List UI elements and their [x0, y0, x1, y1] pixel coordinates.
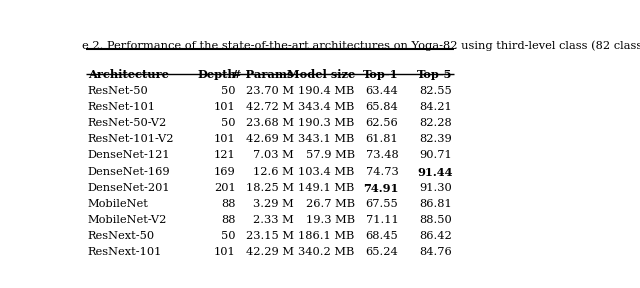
- Text: 23.68 M: 23.68 M: [246, 118, 294, 128]
- Text: 65.84: 65.84: [365, 102, 399, 112]
- Text: DenseNet-121: DenseNet-121: [88, 150, 171, 160]
- Text: DenseNet-169: DenseNet-169: [88, 166, 171, 177]
- Text: ResNext-101: ResNext-101: [88, 247, 163, 257]
- Text: 101: 101: [214, 247, 236, 257]
- Text: 101: 101: [214, 134, 236, 144]
- Text: 190.3 MB: 190.3 MB: [298, 118, 355, 128]
- Text: 86.81: 86.81: [420, 199, 452, 209]
- Text: 23.15 M: 23.15 M: [246, 231, 294, 241]
- Text: 201: 201: [214, 183, 236, 193]
- Text: 19.3 MB: 19.3 MB: [306, 215, 355, 225]
- Text: 343.4 MB: 343.4 MB: [298, 102, 355, 112]
- Text: ResNet-101: ResNet-101: [88, 102, 156, 112]
- Text: 121: 121: [214, 150, 236, 160]
- Text: 88: 88: [221, 199, 236, 209]
- Text: Top-5: Top-5: [417, 69, 452, 80]
- Text: 190.4 MB: 190.4 MB: [298, 86, 355, 96]
- Text: 50: 50: [221, 86, 236, 96]
- Text: 88.50: 88.50: [420, 215, 452, 225]
- Text: 82.28: 82.28: [420, 118, 452, 128]
- Text: 88: 88: [221, 215, 236, 225]
- Text: 61.81: 61.81: [365, 134, 399, 144]
- Text: Architecture: Architecture: [88, 69, 169, 80]
- Text: Depth: Depth: [197, 69, 236, 80]
- Text: 2.33 M: 2.33 M: [253, 215, 294, 225]
- Text: 73.48: 73.48: [365, 150, 399, 160]
- Text: 63.44: 63.44: [365, 86, 399, 96]
- Text: 169: 169: [214, 166, 236, 177]
- Text: 26.7 MB: 26.7 MB: [306, 199, 355, 209]
- Text: 90.71: 90.71: [420, 150, 452, 160]
- Text: MobileNet-V2: MobileNet-V2: [88, 215, 167, 225]
- Text: 91.30: 91.30: [420, 183, 452, 193]
- Text: 82.39: 82.39: [420, 134, 452, 144]
- Text: 101: 101: [214, 102, 236, 112]
- Text: DenseNet-201: DenseNet-201: [88, 183, 171, 193]
- Text: 67.55: 67.55: [365, 199, 399, 209]
- Text: Model size: Model size: [287, 69, 355, 80]
- Text: 149.1 MB: 149.1 MB: [298, 183, 355, 193]
- Text: 7.03 M: 7.03 M: [253, 150, 294, 160]
- Text: 62.56: 62.56: [365, 118, 399, 128]
- Text: 42.69 M: 42.69 M: [246, 134, 294, 144]
- Text: e 2. Performance of the state-of-the-art architectures on Yoga-82 using third-le: e 2. Performance of the state-of-the-art…: [83, 40, 640, 51]
- Text: 84.21: 84.21: [420, 102, 452, 112]
- Text: # Params: # Params: [232, 69, 294, 80]
- Text: ResNet-101-V2: ResNet-101-V2: [88, 134, 175, 144]
- Text: 343.1 MB: 343.1 MB: [298, 134, 355, 144]
- Text: 71.11: 71.11: [365, 215, 399, 225]
- Text: ResNext-50: ResNext-50: [88, 231, 155, 241]
- Text: 68.45: 68.45: [365, 231, 399, 241]
- Text: 340.2 MB: 340.2 MB: [298, 247, 355, 257]
- Text: 86.42: 86.42: [420, 231, 452, 241]
- Text: ResNet-50: ResNet-50: [88, 86, 148, 96]
- Text: Top-1: Top-1: [363, 69, 399, 80]
- Text: 42.72 M: 42.72 M: [246, 102, 294, 112]
- Text: 42.29 M: 42.29 M: [246, 247, 294, 257]
- Text: MobileNet: MobileNet: [88, 199, 149, 209]
- Text: ResNet-50-V2: ResNet-50-V2: [88, 118, 167, 128]
- Text: 74.73: 74.73: [365, 166, 399, 177]
- Text: 74.91: 74.91: [363, 183, 399, 194]
- Text: 12.6 M: 12.6 M: [253, 166, 294, 177]
- Text: 50: 50: [221, 231, 236, 241]
- Text: 23.70 M: 23.70 M: [246, 86, 294, 96]
- Text: 65.24: 65.24: [365, 247, 399, 257]
- Text: 18.25 M: 18.25 M: [246, 183, 294, 193]
- Text: 103.4 MB: 103.4 MB: [298, 166, 355, 177]
- Text: 50: 50: [221, 118, 236, 128]
- Text: 57.9 MB: 57.9 MB: [306, 150, 355, 160]
- Text: 3.29 M: 3.29 M: [253, 199, 294, 209]
- Text: 91.44: 91.44: [417, 166, 452, 177]
- Text: 186.1 MB: 186.1 MB: [298, 231, 355, 241]
- Text: 82.55: 82.55: [420, 86, 452, 96]
- Text: 84.76: 84.76: [420, 247, 452, 257]
